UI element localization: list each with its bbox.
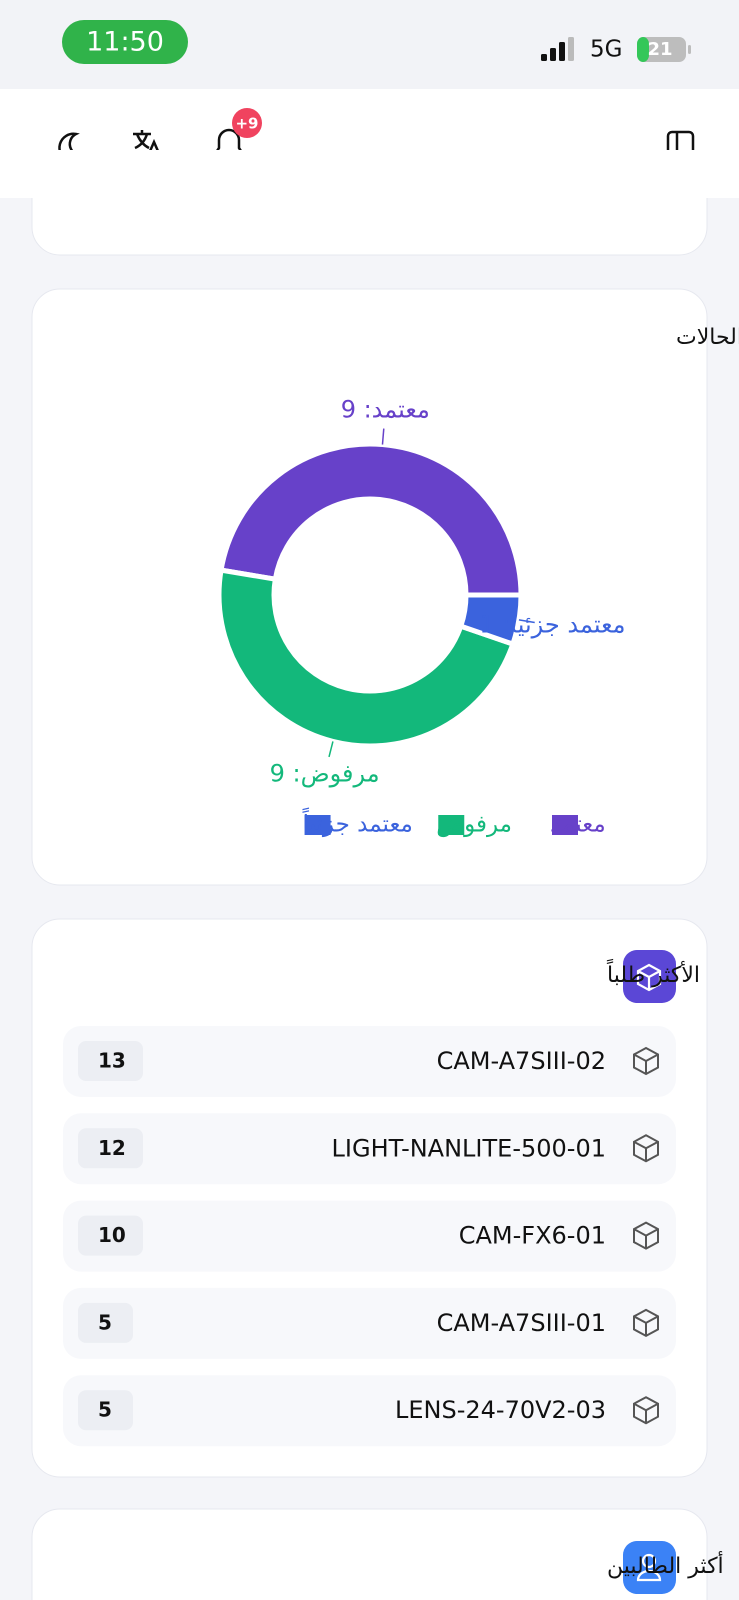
count: 12 (98, 1136, 126, 1160)
battery-text: 21 (647, 39, 672, 60)
data-label: معتمد: 9 (341, 396, 430, 424)
battery-tip (688, 45, 691, 54)
top-requesters-card (31, 1508, 708, 1600)
item-icon (633, 1308, 659, 1338)
count: 5 (98, 1310, 112, 1334)
list-row (63, 1287, 676, 1359)
slice (457, 592, 524, 648)
section-title: أكثر الطالبين (607, 1551, 724, 1579)
count: 10 (98, 1223, 126, 1247)
count: 5 (98, 1398, 112, 1422)
time-pill (62, 20, 188, 64)
section-title: الأكثر طلباً (607, 958, 700, 988)
legend-label: معتمد جزئياً (302, 807, 413, 837)
top-requested-list: 13 CAM-A7SIII-02 12 LIGHT-NANLITE-500-01 10 C… (63, 1026, 676, 1447)
count-pill (78, 1041, 143, 1081)
list-row (63, 1375, 676, 1447)
slice (218, 441, 524, 598)
leader-line (518, 619, 535, 624)
legend-swatch (552, 815, 578, 835)
item-name: CAM-A7SIII-01 (437, 1309, 606, 1337)
header-bottom (0, 150, 739, 198)
count-pill (78, 1215, 143, 1256)
user-icon (636, 1553, 662, 1582)
item-name: CAM-A7SIII-02 (437, 1047, 606, 1075)
legend-swatch (438, 815, 465, 835)
item-icon (633, 1396, 659, 1425)
count-pill (78, 1302, 133, 1343)
legend-label: معتمد (550, 812, 606, 838)
notification-badge: +9 (235, 115, 258, 133)
count-pill (78, 1128, 143, 1169)
legend: معتمد مرفوض معتمد جزئياً (302, 807, 606, 837)
battery-level (637, 37, 649, 62)
legend-label: مرفوض (436, 812, 512, 838)
donut-chart: معتمد: 9 مرفوض: 9 معتمد جزئياً: 1 (216, 396, 626, 787)
data-label: معتمد جزئياً: 1 (479, 607, 625, 638)
list-row (63, 1113, 676, 1185)
leader-line (328, 741, 334, 758)
box-icon (636, 963, 662, 992)
chart-card (31, 288, 708, 886)
list-row (63, 1200, 676, 1272)
chart-title: توزيع الحالات (676, 325, 739, 350)
list-row (63, 1026, 676, 1097)
count-pill (78, 1390, 133, 1431)
battery (637, 37, 686, 62)
network: 5G (590, 37, 622, 63)
notifications[interactable]: +9 (212, 108, 262, 165)
slice (216, 567, 516, 749)
leader-line (381, 428, 385, 445)
item-icon (633, 1134, 659, 1163)
count: 13 (98, 1049, 126, 1073)
item-name: LIGHT-NANLITE-500-01 (332, 1134, 606, 1162)
item-icon (633, 1221, 659, 1250)
data-label: مرفوض: 9 (270, 759, 380, 787)
item-name: LENS-24-70V2-03 (395, 1396, 606, 1424)
item-name: CAM-FX6-01 (459, 1222, 606, 1250)
time: 11:50 (86, 27, 164, 58)
signal-icon (541, 37, 574, 61)
item-icon (633, 1046, 659, 1076)
legend-swatch (304, 815, 331, 835)
